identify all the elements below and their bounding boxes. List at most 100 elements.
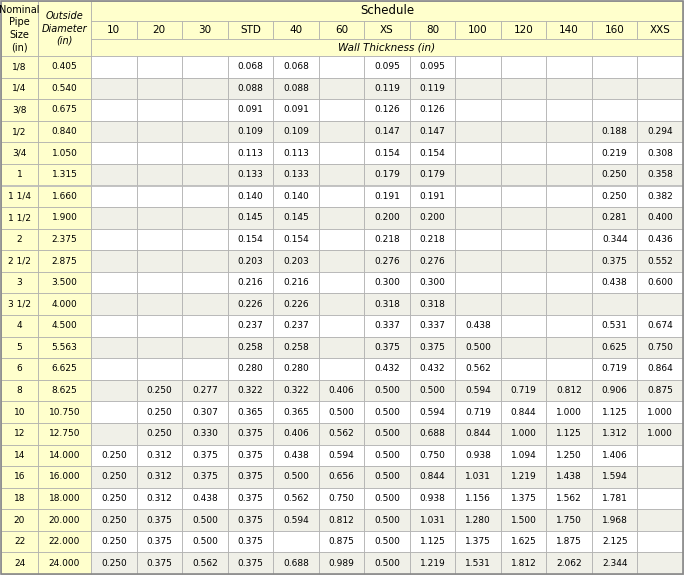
Bar (1, 315, 38, 336)
Text: 0.938: 0.938 (419, 494, 445, 503)
Bar (456, 444, 501, 466)
Text: 0.375: 0.375 (374, 343, 400, 352)
Bar (410, 186, 456, 207)
Bar (137, 444, 182, 466)
Bar (273, 531, 319, 553)
Text: Nominal
Pipe
Size
(in): Nominal Pipe Size (in) (0, 5, 40, 52)
Text: 0.406: 0.406 (283, 429, 308, 438)
Text: 0.088: 0.088 (283, 84, 309, 93)
Text: 0.154: 0.154 (420, 148, 445, 158)
Text: 14.000: 14.000 (49, 451, 80, 460)
Bar (365, 78, 410, 99)
Bar (456, 553, 501, 574)
Text: 1: 1 (16, 170, 23, 179)
Bar (637, 56, 683, 78)
Bar (228, 186, 273, 207)
Text: 0.875: 0.875 (647, 386, 673, 395)
Text: 0.250: 0.250 (101, 537, 127, 546)
Text: 0.179: 0.179 (419, 170, 445, 179)
Bar (365, 315, 410, 336)
Bar (38, 380, 91, 401)
Text: 0.140: 0.140 (237, 192, 263, 201)
Bar (319, 444, 365, 466)
Bar (501, 250, 547, 272)
Bar (410, 444, 456, 466)
Text: 0.188: 0.188 (602, 127, 628, 136)
Text: 4: 4 (16, 321, 23, 330)
Bar (1, 509, 38, 531)
Text: 0.145: 0.145 (283, 213, 308, 223)
Bar (319, 272, 365, 293)
Bar (1, 99, 38, 121)
Text: 0.133: 0.133 (237, 170, 263, 179)
Bar (410, 207, 456, 229)
Bar (319, 21, 365, 39)
Bar (91, 553, 137, 574)
Text: 0.594: 0.594 (465, 386, 491, 395)
Text: 2.062: 2.062 (556, 559, 582, 568)
Bar (365, 423, 410, 444)
Text: 0.095: 0.095 (419, 62, 445, 71)
Text: 0.382: 0.382 (647, 192, 673, 201)
Text: 0.375: 0.375 (602, 256, 628, 266)
Bar (38, 164, 91, 186)
Bar (456, 21, 501, 39)
Text: 0.091: 0.091 (283, 105, 309, 114)
Bar (637, 99, 683, 121)
Bar (38, 444, 91, 466)
Text: 0.365: 0.365 (237, 408, 263, 417)
Bar (182, 509, 228, 531)
Text: 2.344: 2.344 (602, 559, 627, 568)
Text: 0.218: 0.218 (374, 235, 400, 244)
Bar (319, 336, 365, 358)
Text: 0.375: 0.375 (192, 473, 218, 481)
Bar (592, 56, 637, 78)
Text: 0.375: 0.375 (237, 473, 263, 481)
Text: 0.250: 0.250 (101, 473, 127, 481)
Text: 8: 8 (16, 386, 23, 395)
Bar (637, 336, 683, 358)
Text: 0.126: 0.126 (420, 105, 445, 114)
Bar (228, 531, 273, 553)
Bar (501, 488, 547, 509)
Text: 0.133: 0.133 (283, 170, 309, 179)
Text: 0.091: 0.091 (237, 105, 263, 114)
Text: 1.375: 1.375 (511, 494, 536, 503)
Bar (1, 186, 38, 207)
Text: 24: 24 (14, 559, 25, 568)
Bar (228, 164, 273, 186)
Bar (91, 39, 683, 56)
Text: 0.719: 0.719 (602, 365, 628, 373)
Bar (1, 207, 38, 229)
Text: 2.125: 2.125 (602, 537, 627, 546)
Bar (137, 380, 182, 401)
Bar (637, 444, 683, 466)
Bar (182, 293, 228, 315)
Text: 0.500: 0.500 (465, 343, 491, 352)
Text: 16.000: 16.000 (49, 473, 80, 481)
Text: 0.250: 0.250 (602, 192, 627, 201)
Text: 0.226: 0.226 (283, 300, 308, 309)
Text: 0.656: 0.656 (328, 473, 354, 481)
Bar (1, 423, 38, 444)
Bar (410, 99, 456, 121)
Text: 0.750: 0.750 (328, 494, 354, 503)
Text: 1.500: 1.500 (511, 516, 536, 524)
Text: 0.218: 0.218 (420, 235, 445, 244)
Text: 0.312: 0.312 (146, 473, 172, 481)
Bar (38, 1, 91, 56)
Bar (547, 143, 592, 164)
Bar (637, 293, 683, 315)
Bar (1, 143, 38, 164)
Text: 0.875: 0.875 (328, 537, 354, 546)
Text: 60: 60 (335, 25, 348, 35)
Bar (456, 488, 501, 509)
Bar (273, 509, 319, 531)
Bar (228, 423, 273, 444)
Bar (365, 250, 410, 272)
Text: 1.125: 1.125 (556, 429, 582, 438)
Bar (637, 358, 683, 380)
Bar (501, 21, 547, 39)
Bar (501, 143, 547, 164)
Bar (137, 531, 182, 553)
